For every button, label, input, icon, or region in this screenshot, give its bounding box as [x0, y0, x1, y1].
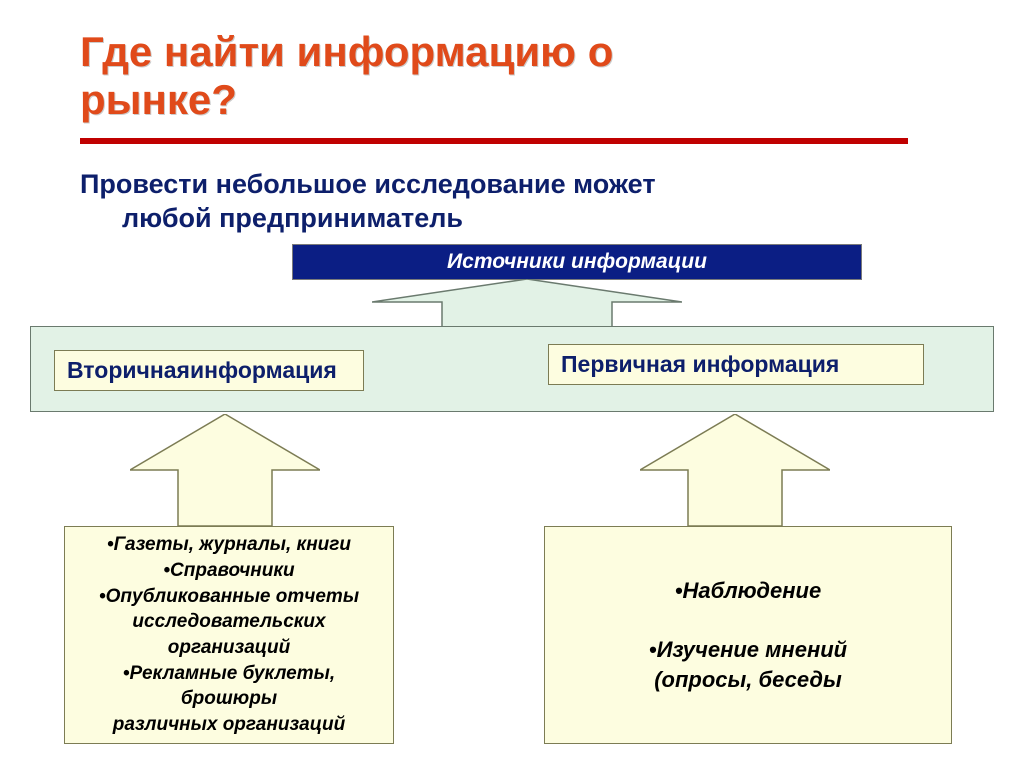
arrow-up-large-shape — [372, 279, 682, 327]
subtitle-line-1: Провести небольшое исследование может — [80, 169, 656, 199]
primary-info-label: Первичная информация — [548, 344, 924, 385]
list-line: •Изучение мнений — [555, 635, 941, 665]
subtitle-line-2: любой предприниматель — [80, 202, 656, 236]
arrow-up-right — [640, 414, 830, 526]
list-line: •Газеты, журналы, книги — [75, 532, 383, 558]
primary-info-text: Первичная информация — [561, 351, 839, 377]
list-line — [555, 605, 941, 635]
secondary-sources-box: •Газеты, журналы, книги•Справочники•Опуб… — [64, 526, 394, 744]
arrow-up-right-shape — [640, 414, 830, 526]
secondary-info-label: Вторичнаяинформация — [54, 350, 364, 391]
secondary-info-text: Вторичнаяинформация — [67, 357, 337, 383]
list-line: •Наблюдение — [555, 576, 941, 606]
slide-subtitle: Провести небольшое исследование может лю… — [80, 168, 656, 236]
list-line: организаций — [75, 635, 383, 661]
title-underline — [80, 138, 908, 144]
slide-title: Где найти информацию о рынке? — [80, 28, 613, 125]
arrow-up-left — [130, 414, 320, 526]
arrow-up-large — [372, 279, 682, 327]
title-line-2: рынке? — [80, 76, 237, 123]
sources-bar: Источники информации — [292, 244, 862, 280]
list-line: брошюры — [75, 686, 383, 712]
list-line: •Рекламные буклеты, — [75, 661, 383, 687]
arrow-up-left-shape — [130, 414, 320, 526]
list-line: исследовательских — [75, 609, 383, 635]
primary-sources-box: •Наблюдение •Изучение мнений(опросы, бес… — [544, 526, 952, 744]
sources-bar-label: Источники информации — [447, 250, 707, 274]
title-line-1: Где найти информацию о — [80, 28, 613, 75]
list-line: различных организаций — [75, 712, 383, 738]
list-line: (опросы, беседы — [555, 665, 941, 695]
list-line: •Справочники — [75, 558, 383, 584]
list-line: •Опубликованные отчеты — [75, 584, 383, 610]
